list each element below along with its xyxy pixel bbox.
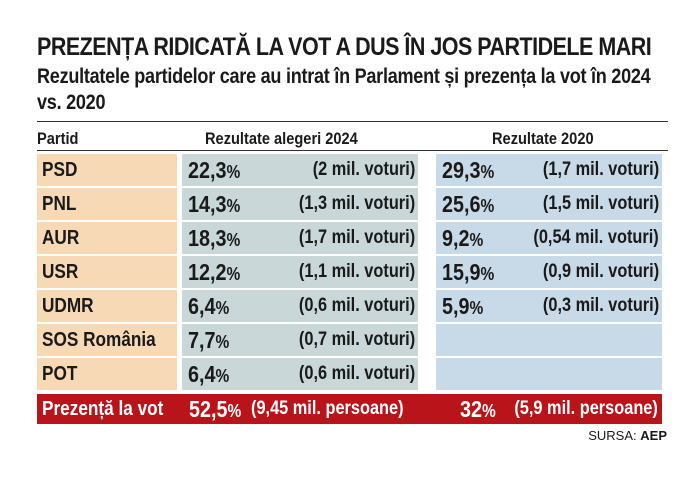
votes-2024: (1,7 mil. voturi) bbox=[298, 227, 415, 248]
result-2020-cell: 5,9% (0,3 mil. voturi) bbox=[436, 290, 662, 322]
result-2020-cell bbox=[436, 324, 662, 356]
header-results-2020: Rezultate 2020 bbox=[492, 129, 594, 148]
turnout-people-2020: (5,9 mil. persoane) bbox=[514, 398, 658, 419]
party-cell: UDMR bbox=[37, 290, 177, 322]
turnout-row: Prezență la vot 52,5% (9,45 mil. persoan… bbox=[37, 394, 662, 424]
pct-2020: 9,2% bbox=[442, 225, 484, 251]
party-name: POT bbox=[42, 363, 78, 385]
headline: PREZENȚA RIDICATĂ LA VOT A DUS ÎN JOS PA… bbox=[37, 33, 652, 61]
pct-2024: 6,4% bbox=[188, 361, 230, 387]
votes-2024: (0,6 mil. voturi) bbox=[298, 295, 415, 316]
header-top-rule bbox=[37, 121, 668, 122]
pct-2024: 14,3% bbox=[188, 191, 241, 217]
party-cell: AUR bbox=[37, 222, 177, 254]
result-2024-cell: 6,4% (0,6 mil. voturi) bbox=[182, 358, 418, 390]
party-name: UDMR bbox=[42, 295, 94, 317]
votes-2020: (1,7 mil. voturi) bbox=[542, 159, 659, 180]
header-results-2024: Rezultate alegeri 2024 bbox=[205, 129, 358, 148]
pct-2024: 12,2% bbox=[188, 259, 241, 285]
votes-2024: (1,1 mil. voturi) bbox=[298, 261, 415, 282]
turnout-label: Prezență la vot bbox=[42, 398, 164, 420]
header-bottom-rule bbox=[37, 150, 668, 151]
turnout-pct-2024: 52,5% bbox=[189, 396, 242, 422]
votes-2020: (0,3 mil. voturi) bbox=[542, 295, 659, 316]
party-cell: PNL bbox=[37, 188, 177, 220]
party-cell: PSD bbox=[37, 154, 177, 186]
votes-2020: (0,54 mil. voturi) bbox=[533, 227, 659, 248]
party-cell: POT bbox=[37, 358, 177, 390]
result-2020-cell bbox=[436, 358, 662, 390]
votes-2020: (1,5 mil. voturi) bbox=[542, 193, 659, 214]
turnout-pct-2020: 32% bbox=[460, 396, 496, 422]
votes-2024: (1,3 mil. voturi) bbox=[298, 193, 415, 214]
party-name: AUR bbox=[42, 227, 80, 249]
pct-2020: 15,9% bbox=[442, 259, 495, 285]
result-2024-cell: 7,7% (0,7 mil. voturi) bbox=[182, 324, 418, 356]
pct-2020: 25,6% bbox=[442, 191, 495, 217]
pct-2024: 6,4% bbox=[188, 293, 230, 319]
result-2024-cell: 22,3% (2 mil. voturi) bbox=[182, 154, 418, 186]
result-2024-cell: 14,3% (1,3 mil. voturi) bbox=[182, 188, 418, 220]
result-2020-cell: 15,9% (0,9 mil. voturi) bbox=[436, 256, 662, 288]
pct-2024: 22,3% bbox=[188, 157, 241, 183]
pct-2024: 7,7% bbox=[188, 327, 230, 353]
turnout-people-2024: (9,45 mil. persoane) bbox=[251, 398, 404, 419]
pct-2020: 5,9% bbox=[442, 293, 484, 319]
party-cell: USR bbox=[37, 256, 177, 288]
subtitle: Rezultatele partidelor care au intrat în… bbox=[37, 65, 651, 114]
result-2024-cell: 18,3% (1,7 mil. voturi) bbox=[182, 222, 418, 254]
result-2020-cell: 29,3% (1,7 mil. voturi) bbox=[436, 154, 662, 186]
result-2024-cell: 6,4% (0,6 mil. voturi) bbox=[182, 290, 418, 322]
votes-2024: (2 mil. voturi) bbox=[312, 159, 415, 180]
header-party: Partid bbox=[37, 129, 79, 148]
party-name: PSD bbox=[42, 159, 78, 181]
party-name: PNL bbox=[42, 193, 77, 215]
party-name: SOS România bbox=[42, 329, 156, 351]
result-2024-cell: 12,2% (1,1 mil. voturi) bbox=[182, 256, 418, 288]
party-cell: SOS România bbox=[37, 324, 177, 356]
result-2020-cell: 25,6% (1,5 mil. voturi) bbox=[436, 188, 662, 220]
votes-2024: (0,7 mil. voturi) bbox=[298, 329, 415, 350]
pct-2020: 29,3% bbox=[442, 157, 495, 183]
result-2020-cell: 9,2% (0,54 mil. voturi) bbox=[436, 222, 662, 254]
votes-2024: (0,6 mil. voturi) bbox=[298, 363, 415, 384]
votes-2020: (0,9 mil. voturi) bbox=[542, 261, 659, 282]
pct-2024: 18,3% bbox=[188, 225, 241, 251]
source-note: SURSA: AEP bbox=[588, 428, 667, 443]
party-name: USR bbox=[42, 261, 79, 283]
